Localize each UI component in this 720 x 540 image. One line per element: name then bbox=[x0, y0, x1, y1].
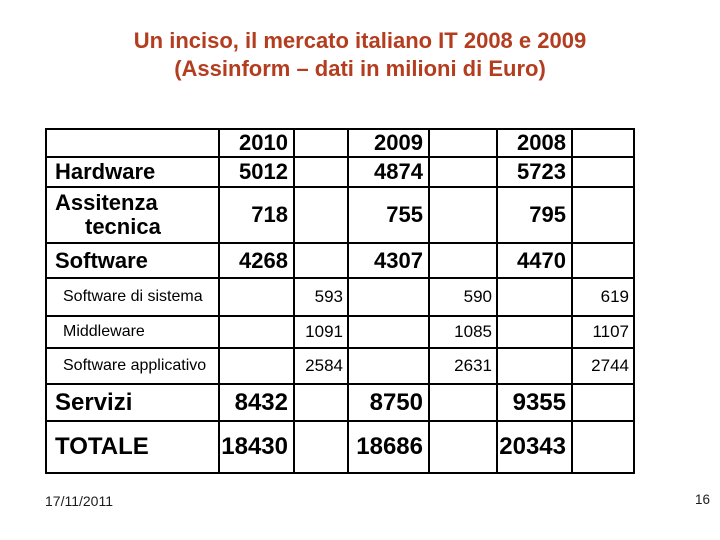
empty-cell bbox=[347, 347, 430, 385]
table-row-software-applicativo: Software applicativo 2584 2631 2744 bbox=[45, 347, 635, 385]
value-cell-2009: 755 bbox=[347, 186, 430, 244]
empty-cell bbox=[293, 420, 349, 474]
table-row-middleware: Middleware 1091 1085 1107 bbox=[45, 315, 635, 349]
table-row-servizi: Servizi 8432 8750 9355 bbox=[45, 383, 635, 422]
empty-cell bbox=[496, 315, 573, 349]
empty-cell bbox=[347, 315, 430, 349]
offset-value-cell-2009: 1085 bbox=[428, 315, 498, 349]
empty-cell bbox=[428, 128, 498, 158]
header-year-2010: 2010 bbox=[218, 128, 295, 158]
offset-value-cell-2008: 2744 bbox=[571, 347, 635, 385]
slide-title: Un inciso, il mercato italiano IT 2008 e… bbox=[0, 27, 720, 83]
empty-cell bbox=[218, 347, 295, 385]
value-cell-2010: 18430 bbox=[218, 420, 295, 474]
offset-value-cell-2008: 619 bbox=[571, 277, 635, 317]
empty-cell bbox=[571, 186, 635, 244]
value-cell-2010: 4268 bbox=[218, 242, 295, 279]
table-row-hardware: Hardware 5012 4874 5723 bbox=[45, 156, 635, 188]
row-label-line2: tecnica bbox=[85, 214, 161, 239]
row-label-cell: Middleware bbox=[45, 315, 220, 349]
empty-cell bbox=[571, 383, 635, 422]
empty-cell bbox=[428, 186, 498, 244]
value-cell-2008: 9355 bbox=[496, 383, 573, 422]
row-label-cell: Software bbox=[45, 242, 220, 279]
empty-cell bbox=[496, 277, 573, 317]
row-label-cell: Servizi bbox=[45, 383, 220, 422]
empty-cell bbox=[571, 128, 635, 158]
table-row-assistenza-tecnica: Assitenza tecnica 718 755 795 bbox=[45, 186, 635, 244]
page-number: 16 bbox=[694, 492, 710, 507]
offset-value-cell-2009: 590 bbox=[428, 277, 498, 317]
value-cell-2008: 795 bbox=[496, 186, 573, 244]
table-row-software: Software 4268 4307 4470 bbox=[45, 242, 635, 279]
value-cell-2010: 718 bbox=[218, 186, 295, 244]
value-cell-2009: 18686 bbox=[347, 420, 430, 474]
header-empty-cell bbox=[45, 128, 220, 158]
row-label-cell: TOTALE bbox=[45, 420, 220, 474]
empty-cell bbox=[571, 156, 635, 188]
empty-cell bbox=[428, 242, 498, 279]
slide-title-line1: Un inciso, il mercato italiano IT 2008 e… bbox=[133, 28, 587, 53]
table-row-totale: TOTALE 18430 18686 20343 bbox=[45, 420, 635, 474]
empty-cell bbox=[293, 383, 349, 422]
table-row-software-di-sistema: Software di sistema 593 590 619 bbox=[45, 277, 635, 317]
row-label-cell: Software applicativo bbox=[45, 347, 220, 385]
header-year-2008: 2008 bbox=[496, 128, 573, 158]
empty-cell bbox=[293, 242, 349, 279]
empty-cell bbox=[293, 186, 349, 244]
value-cell-2008: 5723 bbox=[496, 156, 573, 188]
empty-cell bbox=[571, 420, 635, 474]
offset-value-cell-2010: 1091 bbox=[293, 315, 349, 349]
value-cell-2008: 20343 bbox=[496, 420, 573, 474]
row-label-line1: Assitenza bbox=[55, 190, 158, 215]
row-label-cell: Assitenza tecnica bbox=[45, 186, 220, 244]
offset-value-cell-2010: 593 bbox=[293, 277, 349, 317]
offset-value-cell-2008: 1107 bbox=[571, 315, 635, 349]
slide-title-line2: (Assinform – dati in milioni di Euro) bbox=[174, 56, 546, 81]
empty-cell bbox=[218, 315, 295, 349]
footer-date: 17/11/2011 bbox=[45, 493, 113, 509]
value-cell-2009: 8750 bbox=[347, 383, 430, 422]
value-cell-2010: 8432 bbox=[218, 383, 295, 422]
empty-cell bbox=[428, 420, 498, 474]
value-cell-2009: 4307 bbox=[347, 242, 430, 279]
header-year-2009: 2009 bbox=[347, 128, 430, 158]
it-market-table: 2010 2009 2008 Hardware 5012 4874 5723 A… bbox=[45, 128, 635, 474]
value-cell-2008: 4470 bbox=[496, 242, 573, 279]
offset-value-cell-2009: 2631 bbox=[428, 347, 498, 385]
empty-cell bbox=[428, 156, 498, 188]
empty-cell bbox=[571, 242, 635, 279]
offset-value-cell-2010: 2584 bbox=[293, 347, 349, 385]
row-label-cell: Hardware bbox=[45, 156, 220, 188]
table-row-header: 2010 2009 2008 bbox=[45, 128, 635, 158]
value-cell-2010: 5012 bbox=[218, 156, 295, 188]
empty-cell bbox=[496, 347, 573, 385]
empty-cell bbox=[293, 156, 349, 188]
empty-cell bbox=[428, 383, 498, 422]
row-label-cell: Software di sistema bbox=[45, 277, 220, 317]
empty-cell bbox=[347, 277, 430, 317]
value-cell-2009: 4874 bbox=[347, 156, 430, 188]
empty-cell bbox=[293, 128, 349, 158]
empty-cell bbox=[218, 277, 295, 317]
